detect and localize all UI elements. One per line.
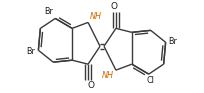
Text: Br: Br	[44, 7, 53, 16]
Text: O: O	[88, 81, 95, 90]
Text: O: O	[110, 3, 118, 11]
Text: NH: NH	[90, 12, 102, 21]
Text: NH: NH	[102, 71, 114, 80]
Text: Br: Br	[27, 47, 35, 56]
Text: Cl: Cl	[147, 76, 155, 85]
Text: Br: Br	[169, 37, 177, 46]
